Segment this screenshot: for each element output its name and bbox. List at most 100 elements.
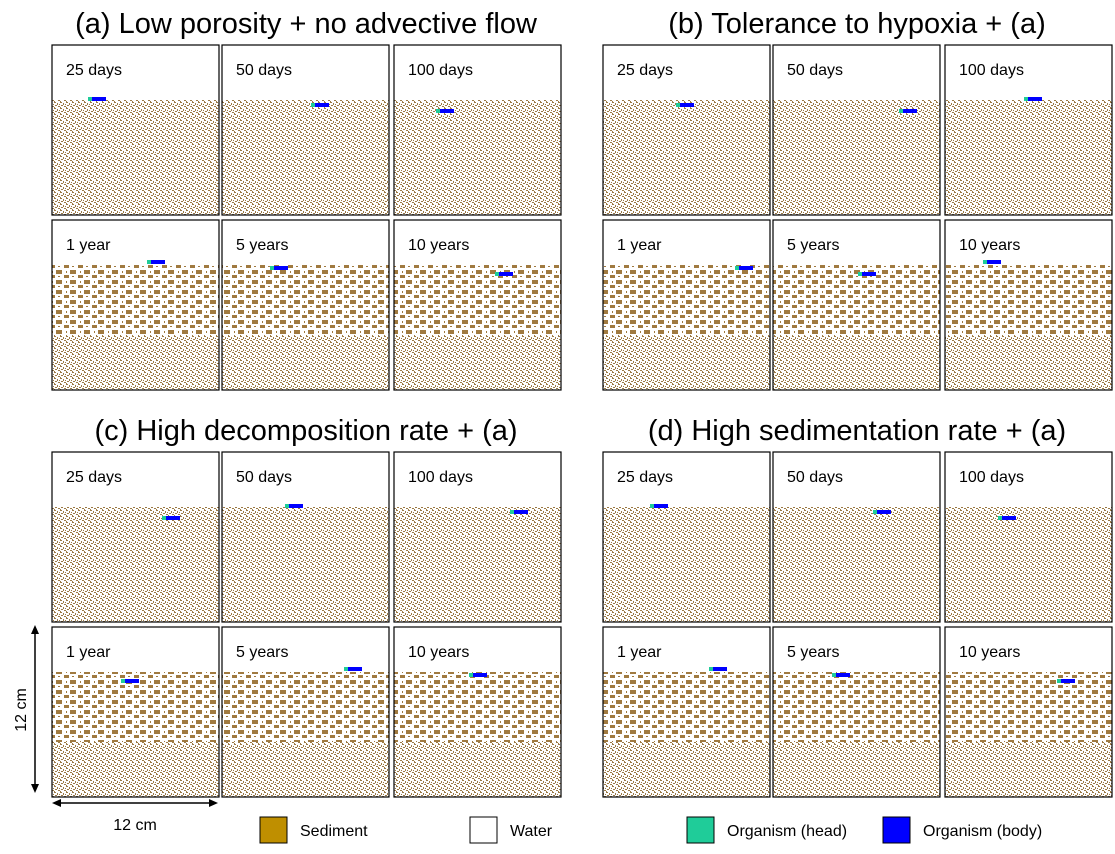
organism-head (121, 679, 125, 683)
sediment (945, 507, 1112, 622)
frame-border (51, 451, 220, 623)
mixed-layer (52, 265, 219, 345)
legend-label: Organism (body) (923, 823, 1042, 840)
frame-label: 1 year (617, 237, 662, 254)
sediment (603, 742, 770, 797)
frame-label: 25 days (66, 62, 122, 79)
scale-bar-x: 12 cm (52, 799, 218, 834)
frame-label: 10 years (959, 644, 1020, 661)
organism-head (873, 510, 877, 514)
organism-head (469, 673, 473, 677)
frame-border (393, 44, 562, 216)
frame-label: 100 days (959, 62, 1024, 79)
frame-label: 10 years (408, 237, 469, 254)
frame-border (944, 44, 1113, 216)
organism-head (88, 97, 92, 101)
scale-label-y: 12 cm (13, 688, 30, 732)
frame: 50 days (772, 451, 941, 623)
frame-label: 100 days (408, 469, 473, 486)
frame-border (944, 219, 1113, 391)
organism-body (348, 667, 362, 671)
organism-body (903, 109, 917, 113)
frame-label: 5 years (787, 237, 839, 254)
mixed-layer (52, 672, 219, 752)
sediment (603, 100, 770, 215)
frame-border (944, 626, 1113, 798)
frame-label: 25 days (617, 469, 673, 486)
frame: 100 days (393, 44, 562, 216)
mixed-layer (222, 265, 389, 345)
panel-title: (b) Tolerance to hypoxia + (a) (668, 8, 1045, 40)
frame-label: 50 days (236, 469, 292, 486)
frame: 50 days (221, 44, 390, 216)
sediment (773, 742, 940, 797)
organism-head (899, 109, 903, 113)
frame-label: 50 days (787, 469, 843, 486)
organism-head (311, 103, 315, 107)
frame: 50 days (772, 44, 941, 216)
frame: 25 days (51, 44, 220, 216)
organism-head (147, 260, 151, 264)
organism-body (166, 516, 180, 520)
organism-head (436, 109, 440, 113)
frame-label: 5 years (236, 237, 288, 254)
sediment (603, 335, 770, 390)
sediment (945, 335, 1112, 390)
frame-label: 5 years (236, 644, 288, 661)
organism-body (274, 266, 288, 270)
frame-border (944, 451, 1113, 623)
organism-head (735, 266, 739, 270)
mixed-layer (222, 672, 389, 752)
frame-label: 50 days (787, 62, 843, 79)
frame-border (393, 219, 562, 391)
organism-body (680, 103, 694, 107)
organism-head (510, 510, 514, 514)
organism-head (162, 516, 166, 520)
frame-label: 5 years (787, 644, 839, 661)
organism-body (1002, 516, 1016, 520)
frame: 25 days (51, 451, 220, 623)
organism-head (858, 272, 862, 276)
frame: 100 days (944, 44, 1113, 216)
organism-body (125, 679, 139, 683)
sediment (394, 335, 561, 390)
organism-body (987, 260, 1001, 264)
organism-body (514, 510, 528, 514)
frame: 5 years (772, 626, 941, 798)
frame-border (772, 44, 941, 216)
organism-head (1024, 97, 1028, 101)
legend-label: Organism (head) (727, 823, 847, 840)
frame-label: 50 days (236, 62, 292, 79)
sediment (222, 742, 389, 797)
organism-head (344, 667, 348, 671)
mixed-layer (945, 672, 1112, 752)
sediment (603, 507, 770, 622)
scale-label-x: 12 cm (113, 817, 157, 834)
frame-border (602, 626, 771, 798)
organism-head (1057, 679, 1061, 683)
organism-body (713, 667, 727, 671)
frame: 5 years (221, 219, 390, 391)
frame: 1 year (602, 219, 771, 391)
panels: (a) Low porosity + no advective flow 25 d… (51, 8, 1113, 798)
organism-body (315, 103, 329, 107)
legend-label: Sediment (300, 823, 368, 840)
frame: 1 year (51, 626, 220, 798)
sediment (394, 507, 561, 622)
sediment (945, 742, 1112, 797)
panel-title: (c) High decomposition rate + (a) (94, 415, 517, 447)
mixed-layer (603, 672, 770, 752)
frame: 10 years (944, 219, 1113, 391)
frame-border (602, 451, 771, 623)
organism-body (289, 504, 303, 508)
frame-label: 1 year (617, 644, 662, 661)
frame-border (602, 219, 771, 391)
frame-label: 25 days (66, 469, 122, 486)
frame: 100 days (944, 451, 1113, 623)
frame-label: 1 year (66, 644, 111, 661)
mixed-layer (773, 265, 940, 345)
organism-head (709, 667, 713, 671)
sediment (52, 100, 219, 215)
sediment (773, 100, 940, 215)
organism-body (654, 504, 668, 508)
